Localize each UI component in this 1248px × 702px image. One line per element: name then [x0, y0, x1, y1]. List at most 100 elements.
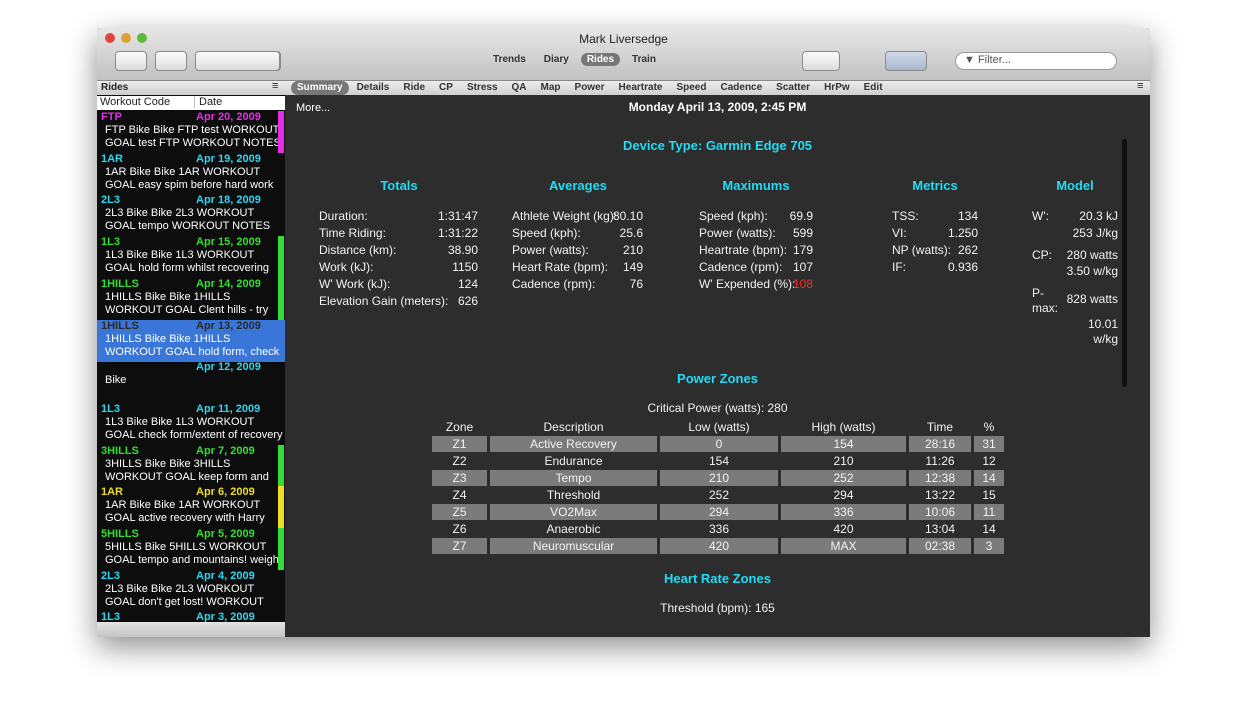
ride-row[interactable]: 2L3 Apr 18, 2009 2L3 Bike Bike 2L3 WORKOUT… [97, 194, 285, 236]
zone-cell: Tempo [490, 470, 657, 486]
ride-row[interactable]: FTP Apr 20, 2009 FTP Bike Bike FTP test WO… [97, 111, 285, 153]
download-button[interactable] [115, 51, 147, 71]
ride-code: 1L3 [101, 402, 120, 415]
tab[interactable]: Cadence [720, 82, 763, 93]
stat-value: 107 [792, 260, 813, 274]
tab[interactable]: Edit [863, 82, 883, 93]
zone-cell: 3 [974, 538, 1004, 554]
zone-cell: 28:16 [909, 436, 971, 452]
sidebar-title: Rides [101, 82, 129, 93]
tab[interactable]: HrPw [824, 82, 850, 93]
traffic-lights[interactable] [105, 32, 155, 44]
ride-row[interactable]: Apr 12, 2009 Bike [97, 361, 285, 403]
ride-row[interactable]: 1HILLS Apr 14, 2009 1HILLS Bike Bike 1HILL… [97, 277, 285, 320]
section-title: Power Zones [677, 371, 758, 386]
stat-label: Power (watts): [512, 243, 589, 257]
zone-cell: 12:38 [909, 470, 971, 486]
ride-notes: WORKOUT GOAL keep form and [105, 470, 269, 483]
view-button[interactable] [885, 51, 927, 71]
ride-list: FTP Apr 20, 2009 FTP Bike Bike FTP test WO… [97, 111, 285, 622]
stat-label: W' Work (kJ): [319, 277, 391, 291]
ride-row[interactable]: 3HILLS Apr 7, 2009 3HILLS Bike Bike 3HILLS… [97, 444, 285, 487]
sidebar-menu[interactable]: ≡ [272, 80, 279, 92]
zone-header: Time [926, 420, 954, 434]
model-label: CP: [1032, 248, 1053, 262]
ride-date: Apr 11, 2009 [196, 402, 261, 415]
ride-code: 5HILLS [101, 528, 139, 540]
section-title: Heart Rate Zones [664, 571, 771, 586]
column-date[interactable]: Date [194, 96, 222, 108]
tab[interactable]: Power [574, 82, 605, 93]
ride-notes: 2L3 Bike Bike 2L3 WORKOUT [105, 207, 255, 220]
stat-value: 134 [957, 209, 978, 223]
ride-notes: GOAL hold form whilst recovering [105, 262, 270, 275]
tab[interactable]: QA [511, 82, 527, 93]
ride-row[interactable]: 1HILLS Apr 13, 2009 1HILLS Bike Bike 1HILL… [97, 319, 285, 362]
stat-label: Speed (kph): [512, 226, 581, 240]
ride-row[interactable]: 5HILLS Apr 5, 2009 5HILLS Bike 5HILLS WORK… [97, 528, 285, 570]
column-header: Workout Code Date [97, 96, 285, 110]
layout-button[interactable] [802, 51, 840, 71]
window-title: Mark Liversedge [579, 32, 668, 46]
model-label: P-max: [1032, 286, 1059, 315]
ride-row[interactable]: 1L3 Apr 3, 2009 [97, 611, 285, 622]
ride-notes: FTP Bike Bike FTP test WORKOUT [105, 124, 280, 136]
stat-value: 38.90 [447, 243, 478, 257]
edit-button[interactable] [155, 51, 187, 71]
ride-code: 1L3 [101, 236, 120, 249]
stat-label: W' Expended (%): [699, 277, 796, 291]
tab[interactable]: Heartrate [618, 82, 663, 93]
stat-value: 626 [457, 294, 478, 308]
filter-box[interactable]: ▼ Filter... [955, 52, 1117, 70]
section-title: Averages [548, 178, 608, 193]
zone-cell: 210 [660, 470, 778, 486]
ride-row[interactable]: 1L3 Apr 11, 2009 1L3 Bike Bike 1L3 WORKOUT… [97, 403, 285, 445]
zone-cell: 420 [833, 522, 854, 536]
view-tab[interactable]: Trends [493, 54, 526, 65]
ride-color-bar [278, 111, 284, 153]
stat-value: 80.10 [612, 209, 643, 223]
zone-cell: 15 [982, 488, 996, 502]
view-tab[interactable]: Train [632, 54, 656, 65]
tab[interactable]: Scatter [776, 82, 811, 93]
tab[interactable]: Speed [676, 82, 707, 93]
section-title: Metrics [912, 178, 958, 193]
more-link[interactable]: More... [296, 102, 331, 114]
ride-notes: GOAL check form/extent of recovery [105, 428, 283, 441]
scrollbar[interactable] [1122, 139, 1127, 387]
tab[interactable]: Map [540, 82, 561, 93]
tab[interactable]: CP [439, 82, 453, 93]
view-tab[interactable]: Diary [543, 54, 569, 65]
ride-notes: WORKOUT GOAL hold form, check [105, 345, 280, 358]
tab[interactable]: Details [356, 82, 390, 93]
ride-row[interactable]: 1L3 Apr 15, 2009 1L3 Bike Bike 1L3 WORKOUT… [97, 236, 285, 279]
view-tab[interactable]: Rides [580, 53, 621, 66]
zone-cell: 14 [982, 522, 996, 536]
ride-notes: 1L3 Bike Bike 1L3 WORKOUT [105, 415, 255, 428]
column-code[interactable]: Workout Code [100, 96, 171, 108]
delete-button[interactable] [259, 51, 280, 71]
stat-label: Work (kJ): [319, 260, 374, 274]
ride-date: Apr 7, 2009 [196, 444, 255, 457]
model-value: 280 watts [1066, 248, 1118, 262]
tab[interactable]: Stress [466, 82, 498, 93]
stat-value: 25.6 [619, 226, 643, 240]
zone-header: High (watts) [811, 420, 876, 434]
model-value: 253 J/kg [1072, 226, 1118, 240]
ride-notes: Bike [105, 374, 127, 387]
stat-label: NP (watts): [892, 243, 952, 257]
zone-cell: 420 [660, 538, 778, 554]
tab[interactable]: Ride [403, 82, 426, 93]
stat-value: 108 [792, 277, 813, 291]
ride-row[interactable]: 1AR Apr 6, 2009 1AR Bike Bike 1AR WORKOUT G… [97, 486, 285, 529]
stat-label: Cadence (rpm): [699, 260, 783, 274]
zone-cell: 294 [833, 488, 854, 502]
zone-header: Zone [445, 420, 474, 434]
stat-value: 1:31:22 [437, 226, 478, 240]
ride-row[interactable]: 2L3 Apr 4, 2009 2L3 Bike Bike 2L3 WORKOUT G… [97, 570, 285, 612]
ride-row[interactable]: 1AR Apr 19, 2009 1AR Bike Bike 1AR WORKOUT… [97, 153, 285, 195]
tab-menu[interactable]: ≡ [1137, 80, 1144, 92]
tab[interactable]: Summary [291, 81, 349, 95]
zone-cell: Active Recovery [490, 436, 657, 452]
